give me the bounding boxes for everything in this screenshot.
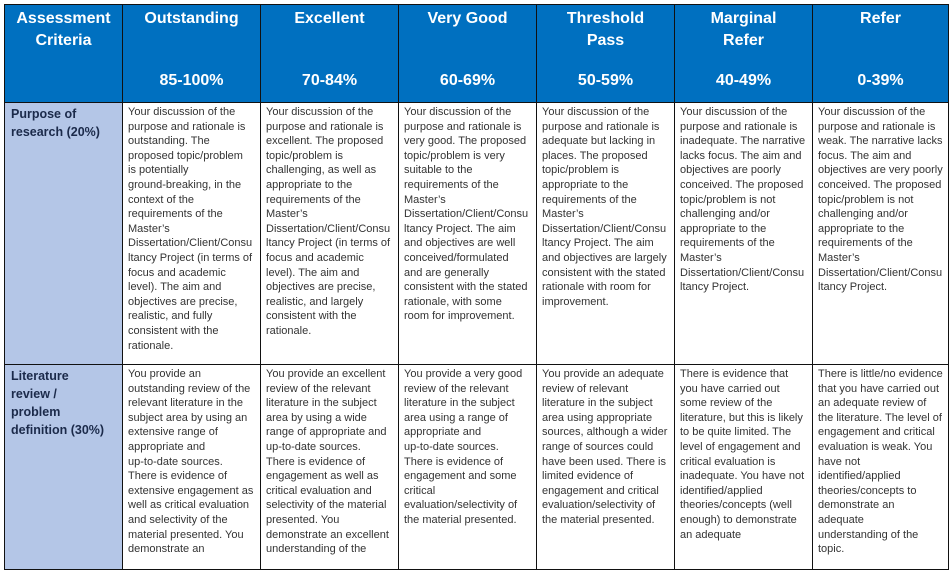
descriptor-cell: Your discussion of the purpose and ratio… [674, 102, 813, 365]
band-range: 85-100% [159, 72, 224, 89]
header-band-refer: Refer 0-39% [812, 4, 949, 103]
band-title: Very Good [427, 10, 508, 27]
band-range: 70-84% [301, 72, 358, 89]
descriptor-cell: You provide an adequate review of releva… [536, 364, 675, 570]
table-row-purpose-of-research: Purpose of research (20%) Your discussio… [4, 102, 949, 365]
header-band-excellent: Excellent 70-84% [260, 4, 399, 103]
header-band-marginal-refer: Marginal Refer 40-49% [674, 4, 813, 103]
band-title: Threshold Pass [566, 10, 645, 49]
criterion-label: Literature review / problem definition (… [4, 364, 123, 570]
header-assessment-criteria: Assessment Criteria [4, 4, 123, 103]
assessment-rubric-table: Assessment Criteria Outstanding 85-100% E… [4, 4, 949, 570]
descriptor-cell: Your discussion of the purpose and ratio… [122, 102, 261, 365]
descriptor-cell: You provide a very good review of the re… [398, 364, 537, 570]
header-band-very-good: Very Good 60-69% [398, 4, 537, 103]
descriptor-cell: Your discussion of the purpose and ratio… [536, 102, 675, 365]
descriptor-cell: There is little/no evidence that you hav… [812, 364, 949, 570]
band-title: Excellent [294, 10, 365, 27]
descriptor-cell: There is evidence that you have carried … [674, 364, 813, 570]
descriptor-cell: You provide an outstanding review of the… [122, 364, 261, 570]
band-range: 0-39% [857, 72, 904, 89]
header-row: Assessment Criteria Outstanding 85-100% E… [4, 4, 949, 103]
descriptor-cell: Your discussion of the purpose and ratio… [812, 102, 949, 365]
descriptor-cell: You provide an excellent review of the r… [260, 364, 399, 570]
descriptor-cell: Your discussion of the purpose and ratio… [398, 102, 537, 365]
criteria-heading: Assessment Criteria [16, 10, 111, 49]
band-range: 40-49% [715, 72, 772, 89]
band-title: Outstanding [144, 10, 239, 27]
band-range: 60-69% [439, 72, 496, 89]
band-title: Marginal Refer [710, 10, 777, 49]
band-range: 50-59% [577, 72, 634, 89]
header-band-outstanding: Outstanding 85-100% [122, 4, 261, 103]
descriptor-cell: Your discussion of the purpose and ratio… [260, 102, 399, 365]
criterion-label: Purpose of research (20%) [4, 102, 123, 365]
band-title: Refer [860, 10, 901, 27]
header-band-threshold-pass: Threshold Pass 50-59% [536, 4, 675, 103]
table-row-literature-review: Literature review / problem definition (… [4, 364, 949, 570]
